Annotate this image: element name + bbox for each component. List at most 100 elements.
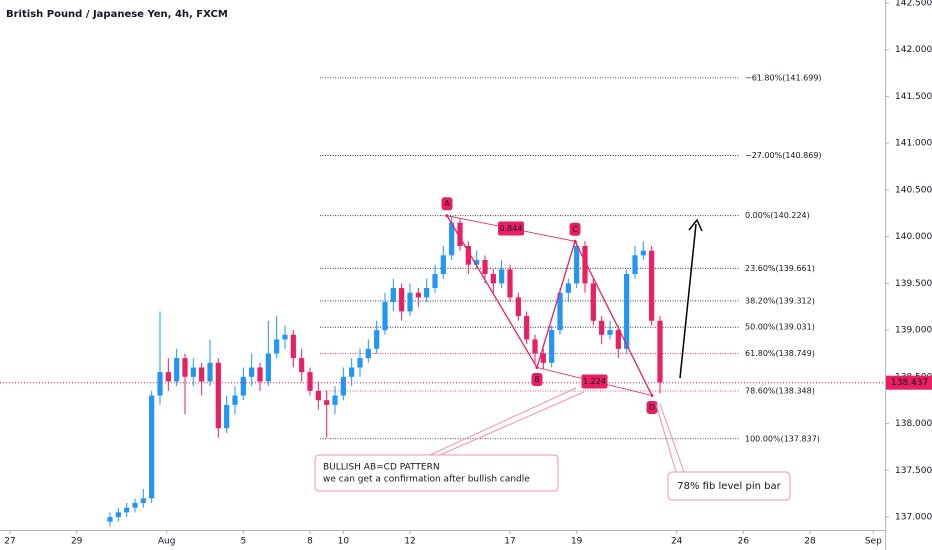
y-tick-label: 137.000: [895, 513, 932, 523]
candle-body: [457, 222, 463, 246]
pattern-point: [573, 239, 577, 243]
ratio-label: 0.844: [500, 224, 523, 233]
point-label: B: [534, 375, 540, 384]
candle-body: [582, 245, 588, 284]
candle-body: [332, 395, 338, 405]
candle-body: [190, 367, 196, 377]
candle-body: [115, 512, 121, 518]
pattern-leg: [574, 241, 653, 396]
annotation-text: 78% fib level pin bar: [677, 481, 781, 492]
x-tick-label: Sep: [865, 537, 882, 547]
candle-body: [149, 395, 155, 499]
candle-body: [199, 367, 205, 382]
point-label: D: [649, 403, 655, 412]
y-tick-label: 140.000: [895, 232, 932, 242]
x-tick-label: Aug: [158, 537, 176, 547]
x-tick-label: 8: [307, 537, 313, 547]
x-tick-label: 29: [71, 537, 83, 547]
ratio-label: 1.224: [583, 377, 606, 386]
candle-body: [590, 283, 596, 321]
candle-body: [124, 507, 130, 513]
candle-body: [399, 288, 405, 312]
last-price-badge: [886, 375, 932, 390]
candle-body: [257, 367, 263, 382]
candle-body: [274, 339, 280, 354]
callout-line: [655, 403, 677, 473]
candle-body: [424, 288, 430, 298]
candle-body: [249, 367, 255, 377]
y-tick-label: 137.500: [895, 466, 932, 476]
point-badge: [531, 372, 543, 386]
y-tick-label: 141.000: [895, 139, 932, 149]
candle-body: [265, 353, 271, 382]
point-badge: [646, 401, 658, 415]
fib-label: 78.60%(138.348): [745, 387, 815, 396]
candle-body: [499, 269, 505, 284]
chart-title: British Pound / Japanese Yen, 4h, FXCM: [6, 9, 228, 20]
x-tick-label: 19: [571, 537, 583, 547]
x-tick-label: 17: [504, 537, 515, 547]
candle-body: [574, 245, 580, 284]
candle-body: [290, 334, 296, 359]
callout-line: [439, 391, 585, 456]
candle-body: [624, 274, 630, 349]
callout-line: [659, 403, 685, 473]
candle-body: [307, 372, 313, 391]
candle-body: [407, 292, 413, 312]
candle-body: [132, 502, 138, 508]
fib-label: 38.20%(139.312): [745, 296, 815, 305]
x-tick-label: 26: [738, 537, 750, 547]
candle-body: [515, 297, 521, 317]
arrow: [679, 223, 697, 379]
candle-body: [157, 372, 163, 396]
candle-body: [349, 367, 355, 377]
x-tick-label: 12: [404, 537, 415, 547]
fib-label: 100.00%(137.837): [745, 434, 820, 443]
y-tick-label: 138.000: [895, 419, 932, 429]
ratio-badge: [581, 374, 608, 389]
point-badge: [569, 222, 581, 236]
pattern-point: [535, 365, 539, 369]
candle-body: [482, 260, 488, 275]
last-price-label: 138.437: [891, 378, 928, 388]
candle-body: [440, 255, 446, 275]
y-tick-label: 139.000: [895, 326, 932, 336]
pattern-leg: [536, 241, 576, 368]
arrow-head: [688, 218, 703, 232]
ratio-badge: [498, 221, 524, 236]
candle-body: [607, 330, 613, 335]
annotation-text: we can get a confirmation after bullish …: [323, 475, 530, 485]
x-tick-label: 27: [4, 537, 15, 547]
callout-line: [429, 387, 577, 456]
point-label: A: [444, 199, 450, 208]
candle-body: [649, 250, 655, 321]
candle-body: [232, 395, 238, 405]
candle-body: [315, 390, 321, 401]
candle-body: [507, 269, 513, 298]
candle-body: [449, 222, 455, 256]
candle-body: [640, 250, 646, 256]
y-tick-label: 142.500: [895, 0, 932, 8]
y-tick-label: 142.000: [895, 45, 932, 55]
candle-body: [240, 376, 246, 396]
fib-label: 23.60%(139.661): [745, 264, 815, 273]
candle-body: [182, 358, 188, 377]
candle-body: [324, 400, 330, 405]
candle-body: [599, 320, 605, 335]
y-tick-label: 140.500: [895, 185, 932, 195]
point-badge: [441, 197, 453, 211]
x-tick-label: 10: [338, 537, 350, 547]
candle-body: [390, 288, 396, 303]
candle-body: [299, 358, 305, 373]
candle-body: [415, 292, 421, 298]
pattern-point: [650, 394, 654, 398]
candle-body: [174, 358, 180, 382]
point-label: C: [572, 225, 578, 234]
x-tick-label: 24: [671, 537, 683, 547]
candle-body: [365, 348, 371, 359]
candle-body: [524, 316, 530, 340]
candle-body: [490, 274, 496, 284]
candle-body: [532, 339, 538, 354]
candle-body: [374, 330, 380, 349]
candle-body: [615, 330, 621, 349]
